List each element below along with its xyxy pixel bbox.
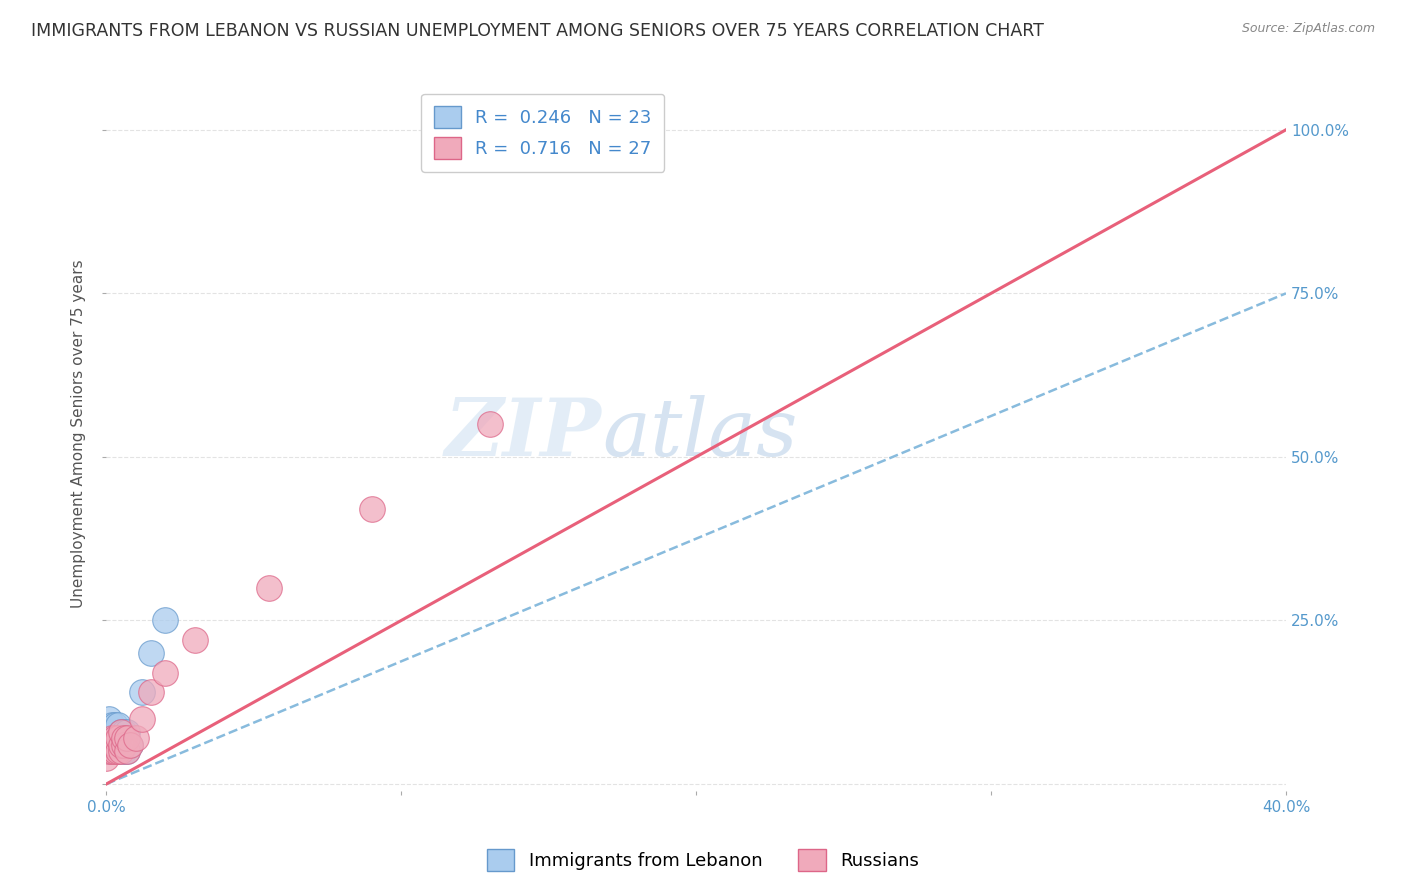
Point: [257, 581, 280, 595]
Point: [478, 417, 501, 432]
Point: [110, 724, 132, 739]
Point: [155, 614, 177, 628]
Point: [112, 731, 135, 746]
Point: [115, 724, 138, 739]
Text: Source: ZipAtlas.com: Source: ZipAtlas.com: [1241, 22, 1375, 36]
Point: [118, 738, 141, 752]
Point: [107, 731, 129, 746]
Point: [104, 738, 127, 752]
Point: [104, 718, 127, 732]
Point: [98, 744, 121, 758]
Point: [110, 744, 132, 758]
Point: [125, 731, 148, 746]
Point: [184, 633, 207, 648]
Point: [104, 744, 127, 758]
Legend: Immigrants from Lebanon, Russians: Immigrants from Lebanon, Russians: [479, 842, 927, 879]
Point: [101, 738, 124, 752]
Text: atlas: atlas: [602, 395, 797, 473]
Point: [101, 744, 124, 758]
Point: [139, 685, 162, 699]
Y-axis label: Unemployment Among Seniors over 75 years: Unemployment Among Seniors over 75 years: [72, 260, 86, 608]
Point: [110, 738, 132, 752]
Point: [118, 738, 141, 752]
Point: [98, 744, 121, 758]
Point: [98, 738, 121, 752]
Point: [115, 744, 138, 758]
Point: [115, 731, 138, 746]
Point: [101, 718, 124, 732]
Point: [104, 731, 127, 746]
Point: [112, 724, 135, 739]
Point: [101, 738, 124, 752]
Point: [96, 751, 118, 765]
Text: ZIP: ZIP: [444, 395, 602, 473]
Point: [104, 738, 127, 752]
Point: [112, 744, 135, 758]
Point: [139, 646, 162, 660]
Point: [115, 744, 138, 758]
Text: IMMIGRANTS FROM LEBANON VS RUSSIAN UNEMPLOYMENT AMONG SENIORS OVER 75 YEARS CORR: IMMIGRANTS FROM LEBANON VS RUSSIAN UNEMP…: [31, 22, 1043, 40]
Point: [101, 731, 124, 746]
Point: [110, 738, 132, 752]
Point: [101, 731, 124, 746]
Point: [98, 712, 121, 726]
Point: [104, 731, 127, 746]
Point: [131, 685, 153, 699]
Point: [107, 718, 129, 732]
Point: [107, 744, 129, 758]
Legend: R =  0.246   N = 23, R =  0.716   N = 27: R = 0.246 N = 23, R = 0.716 N = 27: [422, 94, 665, 172]
Point: [112, 738, 135, 752]
Point: [360, 502, 382, 516]
Point: [107, 731, 129, 746]
Point: [131, 712, 153, 726]
Point: [110, 724, 132, 739]
Point: [98, 724, 121, 739]
Point: [96, 738, 118, 752]
Point: [107, 744, 129, 758]
Point: [155, 665, 177, 680]
